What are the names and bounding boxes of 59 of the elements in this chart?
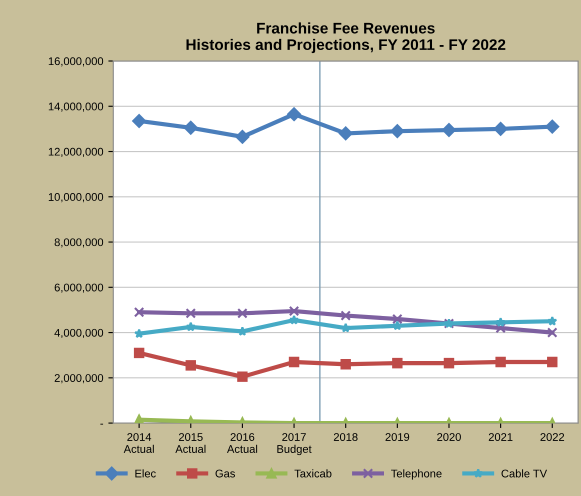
- x-tick-label: 2022: [540, 433, 564, 441]
- point: [237, 371, 248, 382]
- point: [235, 130, 250, 144]
- y-tick-label: 16,000,000: [48, 57, 104, 66]
- legend-label: Telephone: [391, 469, 442, 480]
- y-tick-label: 6,000,000: [54, 284, 104, 293]
- point: [134, 348, 144, 358]
- point: [134, 328, 144, 338]
- point: [134, 414, 144, 424]
- x-tick-label: 2020: [437, 433, 461, 441]
- point: [289, 314, 300, 325]
- chart-title: Franchise Fee Revenues Histories and Projections, FY 2011 - FY 2022: [186, 22, 506, 54]
- point: [132, 114, 146, 128]
- point: [494, 122, 508, 136]
- point: [495, 356, 506, 368]
- point: [340, 322, 351, 332]
- y-tick-label: 10,000,000: [48, 193, 104, 202]
- y-tick-label: 14,000,000: [48, 102, 104, 112]
- legend-label: Cable TV: [502, 469, 548, 478]
- point: [186, 360, 196, 371]
- point: [442, 123, 456, 137]
- x-tick-label: 2019: [386, 433, 410, 441]
- x-tick-label: 2015 Actual: [175, 433, 206, 453]
- y-tick-label: 2,000,000: [54, 374, 104, 384]
- legend-label: Gas: [216, 470, 235, 478]
- y-tick-label: 4,000,000: [54, 328, 104, 338]
- point: [186, 322, 196, 332]
- point: [547, 327, 558, 338]
- legend-label: Taxicab: [294, 469, 332, 478]
- point: [444, 358, 454, 368]
- point: [390, 124, 404, 138]
- point: [392, 358, 403, 368]
- point: [184, 120, 198, 135]
- point: [237, 308, 248, 319]
- x-tick-label: 2021: [488, 433, 512, 441]
- x-tick-label: 2014 Actual: [124, 433, 154, 453]
- y-tick-label: 12,000,000: [48, 148, 104, 157]
- point: [338, 126, 353, 140]
- point: [340, 359, 351, 370]
- point: [547, 356, 558, 368]
- point: [237, 326, 248, 336]
- point: [186, 308, 196, 319]
- x-tick-label: 2018: [334, 433, 358, 441]
- point: [495, 322, 506, 334]
- point: [288, 306, 300, 316]
- y-tick-label: 8,000,000: [54, 238, 104, 248]
- point: [392, 314, 403, 324]
- point: [545, 120, 560, 134]
- point: [134, 306, 144, 318]
- point: [287, 107, 301, 122]
- point: [340, 310, 351, 321]
- point: [288, 356, 300, 368]
- legend-label: Elec: [135, 469, 156, 478]
- x-tick-label: 2016 Actual: [226, 433, 258, 453]
- x-tick-label: 2017 Budget: [277, 433, 312, 456]
- point: [496, 317, 506, 327]
- point: [547, 316, 558, 326]
- point: [392, 320, 402, 330]
- y-tick-label: -: [100, 424, 104, 425]
